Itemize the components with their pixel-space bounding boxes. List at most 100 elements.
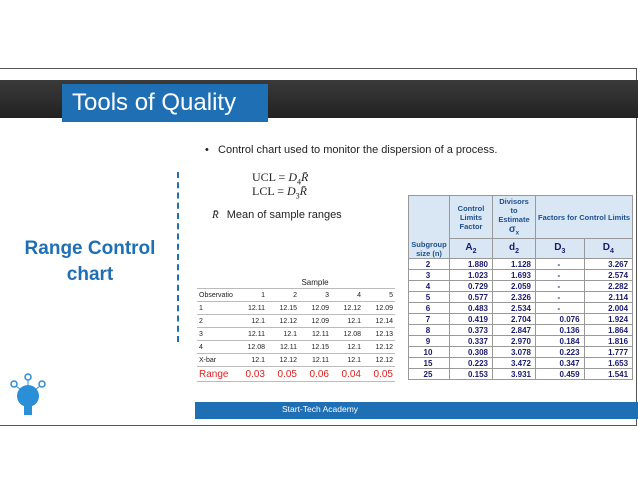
- cell: Range: [197, 366, 235, 382]
- bullet: • Control chart used to monitor the disp…: [205, 144, 498, 156]
- subheader: d2: [492, 238, 536, 259]
- cell: 12.15: [267, 301, 299, 315]
- cell: 4: [197, 340, 235, 354]
- logo-icon: [10, 373, 46, 415]
- subheader: A2: [449, 238, 493, 259]
- cell: 1.023: [449, 269, 493, 281]
- table-row: 4 0.729 2.059-2.282: [408, 280, 634, 292]
- cell: 12.09: [363, 301, 395, 315]
- subheader-symbol: A: [465, 242, 473, 253]
- subheader-symbol: D: [554, 242, 562, 253]
- cell: 2.282: [583, 280, 634, 292]
- cell: 12.1: [331, 340, 363, 354]
- cell: 2.326: [492, 291, 536, 303]
- cell: 1.816: [583, 335, 634, 347]
- cell: 1.128: [492, 258, 536, 270]
- cell: 0.373: [449, 324, 493, 336]
- cell: -: [535, 258, 585, 270]
- table-row: X-bar 12.1 12.12 12.11 12.1 12.12: [197, 353, 395, 367]
- cell: 0.347: [535, 357, 585, 369]
- cell: 12.14: [363, 314, 395, 328]
- cell: 8: [408, 324, 450, 336]
- cell: 0.04: [331, 366, 363, 382]
- cell: 1.653: [583, 357, 634, 369]
- divider: [177, 172, 179, 342]
- bullet-text: Control chart used to monitor the disper…: [218, 144, 498, 156]
- subheader-sub: 3: [561, 248, 566, 255]
- table-row: 4 12.08 12.11 12.15 12.1 12.12: [197, 340, 395, 354]
- cell: 12.11: [267, 340, 299, 354]
- formula-symbol: D: [288, 170, 297, 184]
- cell: 12.09: [299, 314, 331, 328]
- cell: 2: [408, 258, 450, 270]
- cell: 15: [408, 357, 450, 369]
- cell: 12.12: [267, 314, 299, 328]
- slide-frame: [0, 68, 637, 426]
- cell: 12.08: [331, 327, 363, 341]
- cell: 0.153: [449, 368, 493, 380]
- cell: 1.924: [583, 313, 634, 325]
- table-row: 9 0.337 2.970 0.184 1.816: [408, 335, 634, 347]
- header-divisors-symbol: σ: [508, 224, 516, 236]
- cell: 0.729: [449, 280, 493, 292]
- cell: 2.059: [492, 280, 536, 292]
- cell: 2: [197, 314, 235, 328]
- cell: 0.05: [267, 366, 299, 382]
- cell: 2.970: [492, 335, 536, 347]
- cell: 12.12: [331, 301, 363, 315]
- table-row: 25 0.153 3.931 0.459 1.541: [408, 368, 634, 380]
- sample-table: Sample Observatio 1 2 3 4 5 1 12.11 12.15 12.09 12.…: [197, 276, 395, 382]
- cell: 12.13: [363, 327, 395, 341]
- group-header: Sample: [235, 276, 395, 289]
- header-divisors-sub: x: [515, 229, 520, 237]
- cell: 3: [197, 327, 235, 341]
- cell: -: [535, 291, 585, 303]
- cell: 0.184: [535, 335, 585, 347]
- cell: 7: [408, 313, 450, 325]
- table-row: 2 1.880 1.128-3.267: [408, 258, 634, 270]
- header-divisors: Divisors to Estimate σx: [492, 195, 536, 239]
- cell: 2.847: [492, 324, 536, 336]
- cell: 2.114: [583, 291, 634, 303]
- cell: 10: [408, 346, 450, 358]
- column-header: 1: [235, 288, 267, 302]
- cell: 3.472: [492, 357, 536, 369]
- cell: 3.931: [492, 368, 536, 380]
- table-row: 6 0.483 2.534-2.004: [408, 302, 634, 314]
- cell: 12.1: [331, 353, 363, 367]
- formula-subscript: 4: [297, 177, 301, 187]
- formula-label: UCL =: [252, 170, 286, 184]
- cell: -: [535, 302, 585, 314]
- cell: 0.03: [235, 366, 267, 382]
- column-header: Observatio: [197, 288, 235, 302]
- cell: 0.136: [535, 324, 585, 336]
- cell: 0.419: [449, 313, 493, 325]
- formula: LCL = D3R̄: [252, 184, 307, 200]
- cell: 0.223: [535, 346, 585, 358]
- cell: 0.06: [299, 366, 331, 382]
- legend: R̄ Mean of sample ranges: [212, 209, 342, 221]
- cell: 12.12: [267, 353, 299, 367]
- cell: 5: [408, 291, 450, 303]
- table-row: 3 12.11 12.1 12.11 12.08 12.13: [197, 327, 395, 341]
- cell: 3.267: [583, 258, 634, 270]
- cell: 1.777: [583, 346, 634, 358]
- table-row: 2 12.1 12.12 12.09 12.1 12.14: [197, 314, 395, 328]
- cell: 6: [408, 302, 450, 314]
- cell: 12.11: [235, 301, 267, 315]
- header-row: Subgroup size (n) Control Limits Factor Di…: [408, 195, 634, 259]
- subheader: D3: [535, 238, 585, 259]
- cell: 12.1: [235, 314, 267, 328]
- cell: 1: [197, 301, 235, 315]
- slide-title: Tools of Quality: [62, 84, 268, 122]
- cell: 9: [408, 335, 450, 347]
- cell: 3.078: [492, 346, 536, 358]
- header-row: Observatio 1 2 3 4 5: [197, 288, 395, 302]
- cell: 12.1: [235, 353, 267, 367]
- cell: 2.534: [492, 302, 536, 314]
- legend-symbol: R̄: [212, 209, 219, 221]
- cell: 0.308: [449, 346, 493, 358]
- group-header-row: Sample: [197, 276, 395, 289]
- cell: 0.076: [535, 313, 585, 325]
